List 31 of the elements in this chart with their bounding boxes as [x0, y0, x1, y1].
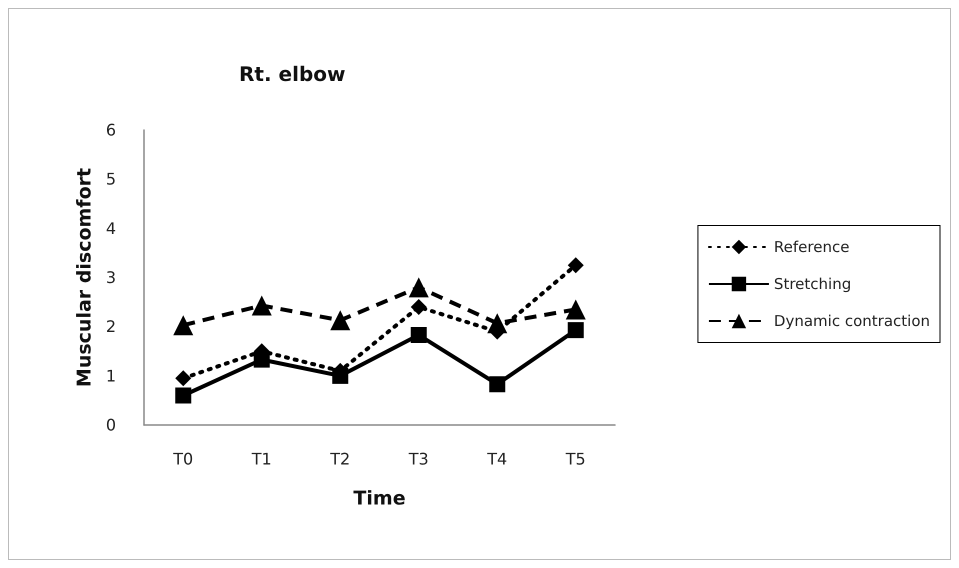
- point: [330, 310, 350, 330]
- point: [568, 257, 584, 274]
- y-axis-title: Muscular discomfort: [74, 168, 96, 388]
- y-tick-label: 5: [106, 170, 116, 189]
- point: [173, 315, 194, 336]
- y-tick-label: 6: [106, 120, 116, 140]
- legend-label: Reference: [774, 238, 850, 256]
- x-tick-label: T3: [408, 450, 429, 468]
- x-tick-label: T1: [250, 450, 272, 468]
- point: [566, 299, 586, 320]
- y-tick-label: 4: [106, 218, 116, 238]
- x-axis-title: Time: [353, 488, 406, 510]
- y-tick-label: 2: [106, 317, 116, 336]
- x-tick-label: T5: [564, 450, 586, 468]
- point: [568, 322, 584, 338]
- point: [410, 299, 427, 315]
- y-tick-label: 1: [106, 366, 116, 386]
- x-tick-label: T0: [172, 450, 194, 468]
- point: [252, 296, 272, 316]
- legend-label: Stretching: [774, 275, 852, 293]
- y-tick-label: 3: [106, 268, 116, 287]
- x-tick-label: T2: [329, 450, 350, 468]
- chart-title: Rt. elbow: [239, 62, 346, 86]
- legend-label: Dynamic contraction: [774, 312, 930, 330]
- point: [489, 376, 506, 392]
- y-tick-label: 0: [106, 416, 116, 434]
- point: [175, 370, 192, 386]
- x-tick-label: T4: [486, 450, 508, 468]
- point: [175, 388, 192, 404]
- point: [410, 327, 427, 344]
- point: [408, 277, 429, 298]
